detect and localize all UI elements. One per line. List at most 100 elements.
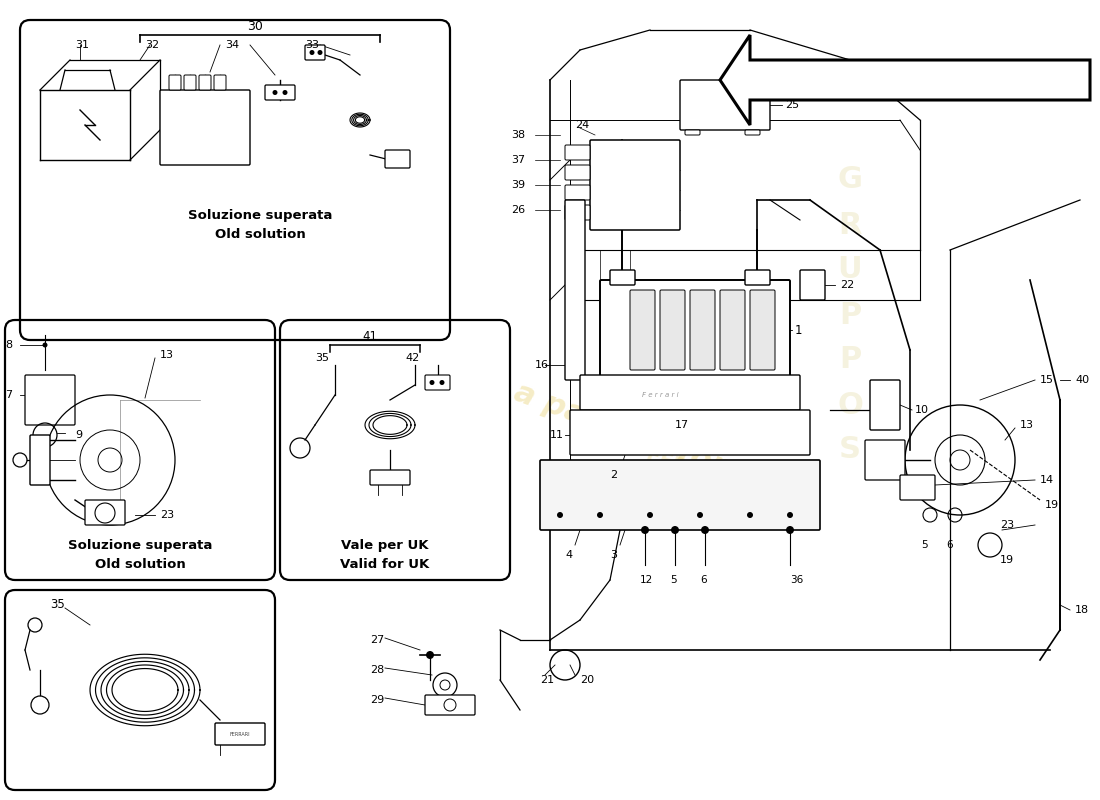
- Circle shape: [557, 512, 563, 518]
- Circle shape: [273, 90, 277, 95]
- FancyBboxPatch shape: [385, 150, 410, 168]
- FancyBboxPatch shape: [745, 130, 760, 135]
- Text: Soluzione superata: Soluzione superata: [188, 209, 332, 222]
- Text: 19: 19: [1000, 555, 1014, 565]
- Circle shape: [671, 526, 679, 534]
- Text: 1: 1: [795, 323, 803, 337]
- Text: G: G: [837, 166, 862, 194]
- Text: 8: 8: [6, 340, 12, 350]
- Text: MaranELLO: MaranELLO: [541, 462, 698, 538]
- Circle shape: [701, 526, 710, 534]
- FancyBboxPatch shape: [85, 500, 125, 525]
- Circle shape: [309, 50, 315, 55]
- Text: P: P: [839, 301, 861, 330]
- Text: 2: 2: [610, 470, 617, 480]
- FancyBboxPatch shape: [184, 75, 196, 90]
- Circle shape: [440, 380, 444, 385]
- FancyBboxPatch shape: [30, 435, 50, 485]
- Text: 23: 23: [160, 510, 174, 520]
- FancyBboxPatch shape: [865, 440, 905, 480]
- Text: 5: 5: [922, 540, 928, 550]
- Text: 37: 37: [510, 155, 525, 165]
- FancyBboxPatch shape: [690, 290, 715, 370]
- Text: 27: 27: [370, 635, 384, 645]
- Circle shape: [429, 380, 434, 385]
- Text: 3: 3: [610, 550, 617, 560]
- Text: 22: 22: [840, 280, 855, 290]
- FancyBboxPatch shape: [580, 375, 800, 410]
- FancyBboxPatch shape: [565, 165, 590, 180]
- FancyBboxPatch shape: [169, 75, 182, 90]
- Text: P: P: [839, 346, 861, 374]
- Text: 13: 13: [160, 350, 174, 360]
- Circle shape: [786, 512, 793, 518]
- FancyBboxPatch shape: [720, 290, 745, 370]
- FancyBboxPatch shape: [25, 375, 75, 425]
- Text: 4: 4: [565, 550, 572, 560]
- Circle shape: [283, 90, 287, 95]
- FancyBboxPatch shape: [265, 85, 295, 100]
- Text: 10: 10: [915, 405, 930, 415]
- FancyBboxPatch shape: [610, 270, 635, 285]
- FancyBboxPatch shape: [582, 380, 598, 450]
- Circle shape: [786, 526, 794, 534]
- Text: 39: 39: [510, 180, 525, 190]
- FancyBboxPatch shape: [900, 475, 935, 500]
- Text: 30: 30: [248, 21, 263, 34]
- Text: 33: 33: [305, 40, 319, 50]
- FancyBboxPatch shape: [425, 375, 450, 390]
- Text: 29: 29: [370, 695, 384, 705]
- Text: 14: 14: [1040, 475, 1054, 485]
- FancyBboxPatch shape: [570, 410, 810, 455]
- Text: R: R: [838, 210, 861, 239]
- FancyBboxPatch shape: [160, 90, 250, 165]
- Text: 16: 16: [535, 360, 549, 370]
- Text: 34: 34: [226, 40, 239, 50]
- Circle shape: [647, 512, 653, 518]
- FancyBboxPatch shape: [540, 460, 820, 530]
- Text: 40: 40: [1075, 375, 1089, 385]
- FancyBboxPatch shape: [214, 723, 265, 745]
- Text: 41: 41: [363, 330, 377, 343]
- Text: S: S: [839, 435, 861, 465]
- Text: 5: 5: [670, 575, 676, 585]
- Text: 21: 21: [540, 675, 554, 685]
- Text: 6: 6: [947, 540, 954, 550]
- Text: 36: 36: [790, 575, 803, 585]
- Text: Old solution: Old solution: [95, 558, 186, 571]
- FancyBboxPatch shape: [370, 470, 410, 485]
- Text: 20: 20: [580, 675, 594, 685]
- Text: 13: 13: [1020, 420, 1034, 430]
- Circle shape: [697, 512, 703, 518]
- FancyBboxPatch shape: [565, 205, 590, 220]
- Text: 12: 12: [640, 575, 653, 585]
- FancyBboxPatch shape: [685, 130, 700, 135]
- Text: F e r r a r i: F e r r a r i: [641, 392, 679, 398]
- Text: 18: 18: [1075, 605, 1089, 615]
- Text: FERRARI 1995: FERRARI 1995: [644, 445, 796, 515]
- FancyBboxPatch shape: [660, 290, 685, 370]
- Text: 6: 6: [700, 575, 706, 585]
- Text: Soluzione superata: Soluzione superata: [68, 538, 212, 551]
- Circle shape: [318, 50, 322, 55]
- FancyBboxPatch shape: [630, 290, 654, 370]
- Circle shape: [597, 512, 603, 518]
- Text: 28: 28: [370, 665, 384, 675]
- Text: U: U: [838, 255, 862, 285]
- Text: 11: 11: [550, 430, 564, 440]
- Text: 31: 31: [75, 40, 89, 50]
- FancyBboxPatch shape: [565, 145, 590, 160]
- Text: 19: 19: [1045, 500, 1059, 510]
- FancyBboxPatch shape: [750, 290, 776, 370]
- FancyBboxPatch shape: [305, 45, 324, 60]
- FancyBboxPatch shape: [600, 280, 790, 380]
- FancyBboxPatch shape: [680, 80, 770, 130]
- Text: O: O: [837, 390, 862, 419]
- FancyBboxPatch shape: [590, 140, 680, 230]
- Text: Old solution: Old solution: [214, 229, 306, 242]
- Text: 17: 17: [675, 420, 689, 430]
- Text: 25: 25: [785, 100, 799, 110]
- Text: a passion for: a passion for: [510, 378, 729, 482]
- FancyBboxPatch shape: [425, 695, 475, 715]
- FancyBboxPatch shape: [800, 270, 825, 300]
